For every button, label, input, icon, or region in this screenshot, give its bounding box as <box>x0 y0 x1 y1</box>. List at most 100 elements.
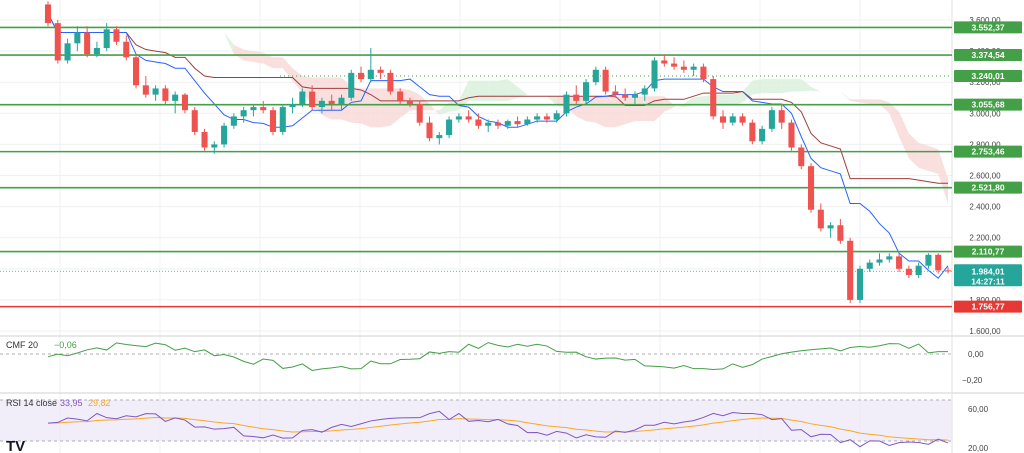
ichimoku-cloud-segment <box>321 77 332 120</box>
candle-body <box>338 97 345 104</box>
ichimoku-cloud-segment <box>869 99 880 104</box>
candle-body <box>181 94 188 111</box>
candle-body <box>553 113 560 120</box>
candle-body <box>113 29 120 42</box>
candle-body <box>299 91 306 104</box>
price-tick-label: 1.800,00 <box>969 296 1001 305</box>
ichimoku-cloud-segment <box>742 80 753 103</box>
candle-body <box>221 125 228 145</box>
candle-body <box>680 66 687 70</box>
candle-body <box>289 103 296 108</box>
ichimoku-cloud-segment <box>634 96 645 122</box>
level-tag-5 <box>954 181 1022 194</box>
level-tag-label: 2.110,77 <box>972 247 1005 257</box>
price-tick-label: 2.200,00 <box>969 234 1001 243</box>
ichimoku-cloud-segment <box>899 111 909 159</box>
level-tag-label: 3.552,37 <box>971 22 1004 32</box>
candle-body <box>465 116 472 120</box>
ichimoku-cloud-segment <box>546 96 557 106</box>
cmf-line <box>47 342 949 371</box>
countdown-label: 14:27:11 <box>971 276 1005 286</box>
ichimoku-cloud-segment <box>840 91 851 101</box>
candle-body <box>416 103 423 123</box>
level-tag-label: 3.374,54 <box>971 50 1004 60</box>
cmf-label: CMF 20 <box>6 340 38 350</box>
ichimoku-cloud-segment <box>879 99 890 114</box>
candle-body <box>406 100 413 104</box>
level-tag-0 <box>954 21 1022 34</box>
candle-body <box>641 88 648 95</box>
candle-body <box>162 88 169 101</box>
candle-body <box>74 32 81 44</box>
ichimoku-cloud-segment <box>468 80 479 101</box>
ichimoku-cloud-segment <box>811 86 821 92</box>
candle-body <box>534 116 541 120</box>
level-tag-3 <box>954 98 1022 111</box>
ichimoku-cloud-segment <box>145 13 156 33</box>
candle-body <box>54 23 61 61</box>
price-tick-label: 1.600,00 <box>969 327 1001 336</box>
ichimoku-cloud-segment <box>938 149 948 204</box>
cmf-tick-label: 0,00 <box>968 350 984 359</box>
candle-body <box>504 121 511 126</box>
ichimoku-cloud-segment <box>850 99 860 103</box>
current-price-label: 1.984,01 <box>971 266 1004 276</box>
ichimoku-cloud-segment <box>233 44 244 61</box>
candle-body <box>573 94 580 101</box>
price-tick-label: 3.000,00 <box>969 109 1001 118</box>
candle-body <box>847 240 854 300</box>
ichimoku-cloud-segment <box>918 142 929 171</box>
candle-body <box>377 69 384 73</box>
candle-body <box>583 82 590 101</box>
candle-body <box>925 254 932 266</box>
candle-body <box>817 209 824 229</box>
candle-body <box>827 225 834 229</box>
rsi-value: 33,95 <box>60 398 83 408</box>
kijun-line <box>47 13 948 184</box>
rsi-tick-label: 20,00 <box>968 444 989 453</box>
ichimoku-cloud-segment <box>380 88 391 128</box>
candle-body <box>211 144 218 148</box>
ichimoku-cloud-segment <box>488 80 498 101</box>
ichimoku-cloud-segment <box>781 79 792 94</box>
candle-body <box>318 100 325 108</box>
candle-body <box>269 110 277 132</box>
candle-body <box>651 60 658 89</box>
candle-body <box>944 270 952 272</box>
ichimoku-cloud-segment <box>224 32 234 55</box>
ichimoku-cloud-segment <box>429 103 440 115</box>
candle-body <box>328 100 335 104</box>
ichimoku-cloud-segment <box>458 80 469 111</box>
ichimoku-cloud-segment <box>253 51 264 64</box>
candle-body <box>358 72 365 80</box>
candle-body <box>866 262 873 269</box>
price-tick-label: 3.200,00 <box>969 78 1001 87</box>
candle-body <box>768 110 775 129</box>
candle-body <box>201 131 208 148</box>
price-tick-label: 2.400,00 <box>969 203 1001 212</box>
ichimoku-cloud-segment <box>762 79 772 94</box>
candle-body <box>749 122 756 142</box>
candle-body <box>309 91 316 108</box>
candle-body <box>397 91 404 101</box>
candle-body <box>592 69 599 83</box>
candle-body <box>524 119 531 125</box>
ichimoku-cloud-segment <box>801 79 812 92</box>
candle-body <box>103 29 110 48</box>
candle-body <box>759 128 766 142</box>
level-tag-2 <box>954 69 1022 82</box>
candle-body <box>426 122 433 139</box>
candle-body <box>905 268 912 276</box>
candle-body <box>455 116 462 120</box>
candle-body <box>788 122 795 148</box>
candle-body <box>808 166 815 210</box>
candle-body <box>279 107 286 132</box>
candle-body <box>700 66 707 80</box>
ichimoku-cloud-segment <box>889 102 900 137</box>
ichimoku-cloud-segment <box>439 102 450 115</box>
candle-body <box>240 110 247 117</box>
level-tag-label: 2.753,46 <box>971 147 1004 157</box>
level-tag-label: 1.756,77 <box>971 302 1004 312</box>
tradingview-logo: TV <box>6 438 25 453</box>
